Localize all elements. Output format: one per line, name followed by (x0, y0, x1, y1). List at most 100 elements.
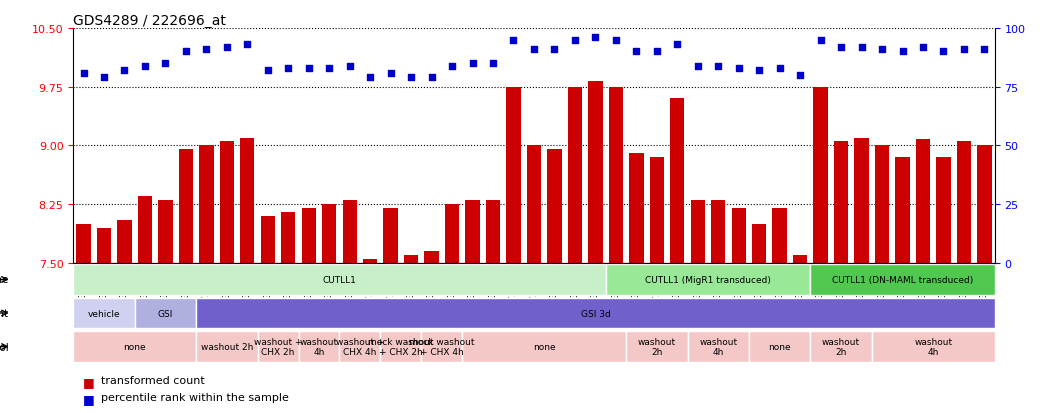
Point (178, 49, 195, 56)
Text: cell line: cell line (0, 275, 8, 285)
Bar (793, 255, 807, 263)
Bar (752, 224, 766, 263)
Point (341, 63, 358, 70)
Text: CUTLL1: CUTLL1 (322, 275, 356, 284)
Point (751, 68, 767, 74)
Point (566, 37, 583, 44)
Point (444, 63, 461, 70)
Point (280, 65, 296, 72)
Text: mock washout
+ CHX 4h: mock washout + CHX 4h (409, 337, 474, 356)
Point (423, 75, 440, 81)
Point (772, 65, 788, 72)
Text: washout
4h: washout 4h (914, 337, 953, 356)
Text: none: none (768, 342, 790, 351)
Text: washout 2h: washout 2h (201, 342, 253, 351)
Bar (833, 142, 848, 263)
Bar (363, 259, 377, 263)
Text: none: none (533, 342, 556, 351)
FancyBboxPatch shape (810, 265, 995, 295)
Bar (158, 201, 173, 263)
Bar (711, 201, 726, 263)
Bar (507, 88, 520, 263)
Point (403, 75, 420, 81)
Text: protocol: protocol (0, 342, 8, 352)
Point (832, 44, 849, 51)
Bar (96, 228, 111, 263)
Point (505, 37, 521, 44)
Point (894, 49, 911, 56)
Bar (629, 154, 644, 263)
Bar (916, 140, 930, 263)
FancyBboxPatch shape (258, 332, 298, 362)
Bar (588, 82, 603, 263)
Bar (567, 88, 582, 263)
Text: percentile rank within the sample: percentile rank within the sample (101, 392, 289, 402)
Point (382, 70, 399, 77)
Bar (773, 209, 787, 263)
Bar (548, 150, 561, 263)
Bar (138, 197, 152, 263)
Point (628, 49, 645, 56)
Point (219, 44, 236, 51)
Bar (220, 142, 235, 263)
Bar (322, 204, 336, 263)
Point (75, 70, 92, 77)
Point (198, 47, 215, 53)
Point (648, 49, 665, 56)
Bar (649, 158, 664, 263)
Bar (445, 204, 460, 263)
Bar (936, 158, 951, 263)
Text: GDS4289 / 222696_at: GDS4289 / 222696_at (73, 14, 226, 28)
Point (116, 68, 133, 74)
Bar (76, 224, 91, 263)
Point (362, 75, 379, 81)
Bar (670, 99, 685, 263)
Bar (691, 201, 705, 263)
Text: GSI 3d: GSI 3d (580, 309, 610, 318)
FancyBboxPatch shape (605, 265, 810, 295)
Text: CUTLL1 (DN-MAML transduced): CUTLL1 (DN-MAML transduced) (832, 275, 973, 284)
FancyBboxPatch shape (196, 332, 258, 362)
Point (792, 72, 808, 79)
Point (935, 49, 952, 56)
FancyBboxPatch shape (73, 332, 196, 362)
Bar (977, 146, 992, 263)
Point (260, 68, 276, 74)
Point (320, 65, 337, 72)
Bar (117, 220, 132, 263)
FancyBboxPatch shape (298, 332, 339, 362)
Bar (261, 216, 275, 263)
Bar (465, 201, 480, 263)
Bar (486, 201, 500, 263)
FancyBboxPatch shape (463, 332, 626, 362)
Text: washout
2h: washout 2h (638, 337, 676, 356)
FancyBboxPatch shape (421, 332, 463, 362)
Text: washout
4h: washout 4h (699, 337, 737, 356)
FancyBboxPatch shape (749, 332, 810, 362)
Bar (854, 138, 869, 263)
Point (689, 63, 706, 70)
Bar (957, 142, 972, 263)
Point (95, 75, 112, 81)
Point (873, 47, 890, 53)
Text: transformed count: transformed count (101, 375, 204, 385)
Bar (732, 209, 745, 263)
FancyBboxPatch shape (196, 298, 995, 328)
Bar (608, 88, 623, 263)
Bar (895, 158, 910, 263)
Point (976, 47, 993, 53)
Text: washout +
CHX 4h: washout + CHX 4h (336, 337, 384, 356)
Point (710, 63, 727, 70)
Point (956, 47, 973, 53)
FancyBboxPatch shape (73, 265, 605, 295)
Text: ■: ■ (83, 375, 94, 388)
Bar (383, 209, 398, 263)
Point (731, 65, 748, 72)
Point (526, 47, 542, 53)
Bar (814, 88, 828, 263)
Point (607, 37, 624, 44)
FancyBboxPatch shape (135, 298, 196, 328)
Text: CUTLL1 (MigR1 transduced): CUTLL1 (MigR1 transduced) (645, 275, 771, 284)
Point (464, 61, 481, 67)
Point (669, 42, 686, 49)
